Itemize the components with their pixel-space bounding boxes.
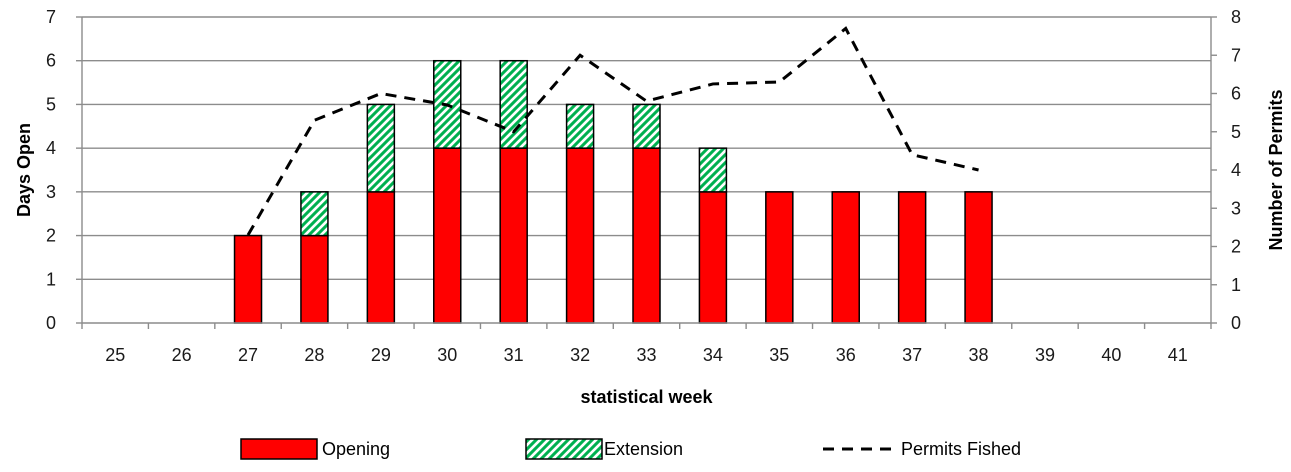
x-tick-label: 35: [769, 345, 789, 365]
bar-opening-week-30: [433, 147, 462, 324]
bar-extension-week-33: [632, 103, 661, 149]
legend-swatch-extension: [525, 438, 603, 460]
x-tick-label: 32: [570, 345, 590, 365]
bar-opening-week-29: [366, 191, 396, 324]
x-tick-label: 31: [504, 345, 524, 365]
x-tick-label: 39: [1035, 345, 1055, 365]
left-tick-label: 6: [46, 51, 56, 71]
bar-opening-week-35: [765, 191, 794, 324]
left-tick-label: 4: [46, 138, 56, 158]
bar-extension-week-32: [565, 103, 595, 149]
x-tick-label: 41: [1168, 345, 1188, 365]
left-tick-label: 2: [46, 226, 56, 246]
bar-extension-week-29: [366, 103, 396, 193]
x-tick-label: 36: [836, 345, 856, 365]
right-tick-label: 8: [1231, 7, 1241, 27]
right-tick-label: 2: [1231, 237, 1241, 257]
bar-opening-week-27: [233, 234, 263, 324]
axis-titles: statistical week Days Open Number of Permi…: [14, 89, 1286, 407]
bar-opening-week-37: [897, 191, 927, 324]
bar-extension-week-31: [499, 59, 528, 149]
x-axis-title: statistical week: [580, 387, 713, 407]
legend-label-extension: Extension: [604, 439, 683, 459]
legend-label-opening: Opening: [322, 439, 390, 459]
x-tick-label: 30: [437, 345, 457, 365]
bar-extension-week-28: [300, 191, 329, 237]
right-tick-label: 0: [1231, 313, 1241, 333]
right-tick-label: 3: [1231, 198, 1241, 218]
bar-opening-week-31: [499, 147, 528, 324]
right-tick-label: 1: [1231, 275, 1241, 295]
left-tick-label: 1: [46, 269, 56, 289]
bar-extension-week-34: [698, 147, 728, 193]
bar-opening-week-36: [831, 191, 860, 324]
x-tick-label: 33: [636, 345, 656, 365]
left-tick-label: 3: [46, 182, 56, 202]
series-line-permits-fished: [246, 26, 979, 236]
bar-opening-week-33: [632, 147, 661, 324]
bars: [233, 59, 993, 324]
right-tick-label: 5: [1231, 122, 1241, 142]
legend-swatch-opening: [240, 438, 318, 460]
bar-opening-week-38: [964, 191, 993, 324]
bar-opening-week-32: [565, 147, 595, 324]
right-tick-label: 6: [1231, 84, 1241, 104]
left-tick-label: 5: [46, 94, 56, 114]
right-tick-label: 7: [1231, 45, 1241, 65]
left-tick-label: 0: [46, 313, 56, 333]
x-tick-label: 27: [238, 345, 258, 365]
left-axis-title: Days Open: [14, 123, 34, 217]
axes: [76, 16, 1217, 329]
right-tick-label: 4: [1231, 160, 1241, 180]
x-tick-label: 26: [172, 345, 192, 365]
x-tick-label: 34: [703, 345, 723, 365]
legend-label-permits-fished: Permits Fished: [901, 439, 1021, 459]
x-tick-label: 37: [902, 345, 922, 365]
x-tick-label: 38: [969, 345, 989, 365]
left-tick-label: 7: [46, 7, 56, 27]
permits-line: [246, 26, 979, 236]
x-tick-label: 28: [304, 345, 324, 365]
x-tick-label: 29: [371, 345, 391, 365]
x-tick-label: 25: [105, 345, 125, 365]
legend: Opening Extension Permits Fished: [240, 438, 1021, 460]
x-tick-label: 40: [1101, 345, 1121, 365]
bar-opening-week-28: [300, 234, 329, 324]
bar-opening-week-34: [698, 191, 728, 324]
right-axis-title: Number of Permits: [1266, 89, 1286, 250]
